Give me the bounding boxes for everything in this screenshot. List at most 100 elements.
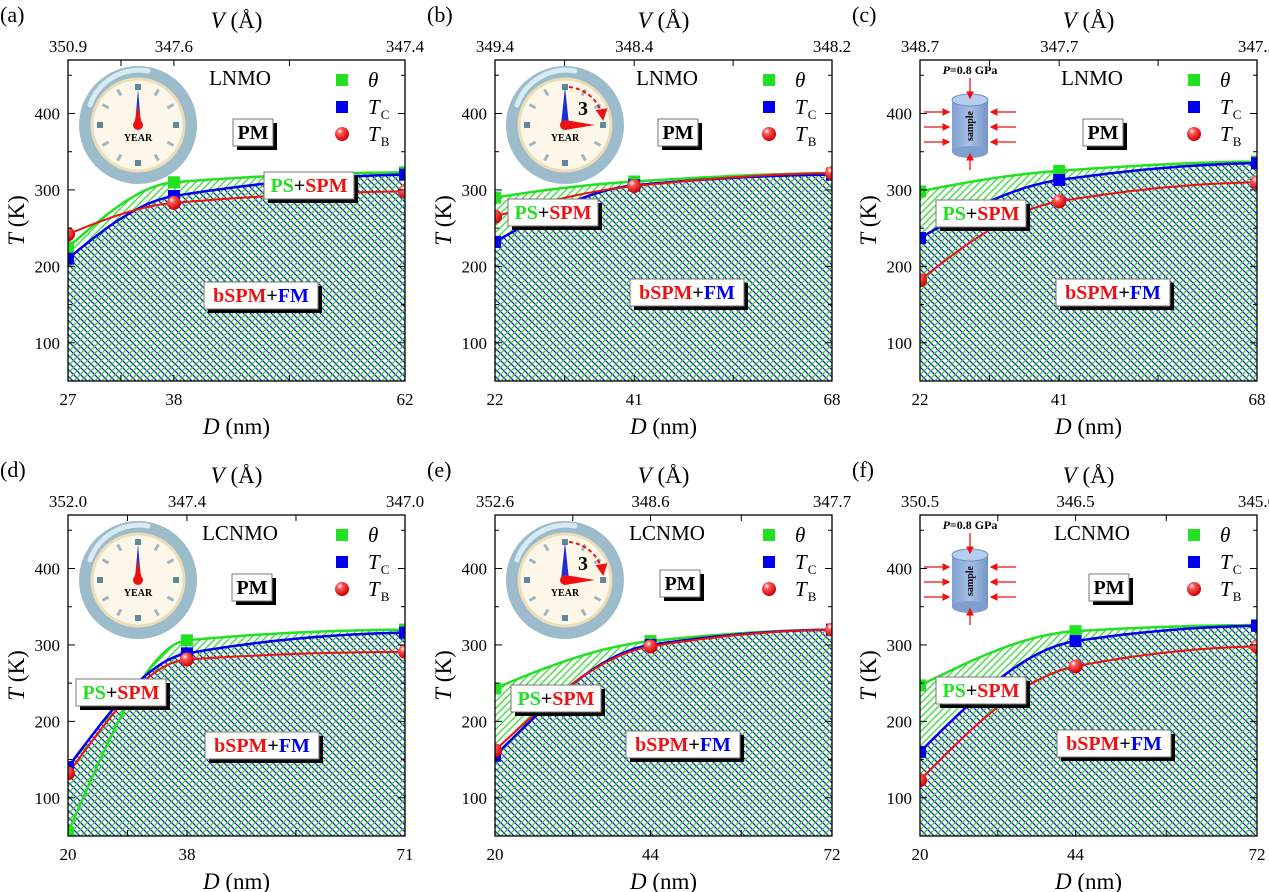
material-label: LCNMO	[202, 521, 278, 545]
y-tick-label: 100	[462, 789, 488, 808]
label-text: PS+SPM	[515, 202, 592, 224]
panel-d: 100 200 300 400 20 352.0 38 347.4 71 347.0 V (Å) D …	[0, 457, 424, 892]
clock-minute-mark	[101, 103, 110, 110]
clock-icon: YEAR 3	[506, 521, 624, 639]
left-axis-title: T (K)	[431, 650, 456, 700]
legend-label: θ	[795, 68, 805, 92]
clock-minute-mark	[101, 140, 110, 147]
clock-hour-mark	[135, 615, 141, 621]
legend-label: θ	[1220, 68, 1230, 92]
pm-region-label: PM	[231, 573, 276, 605]
top-tick-label: 348.7	[901, 37, 940, 56]
label-box	[1055, 278, 1171, 307]
label-text: PS+SPM	[943, 203, 1020, 225]
legend-main: T	[795, 122, 808, 146]
bottom-axis-title: D (nm)	[629, 414, 697, 439]
clock-minute-mark	[593, 595, 602, 602]
legend-label: TB	[795, 122, 817, 149]
left-axis-symbol: T	[856, 231, 881, 246]
top-tick-label: 350.9	[49, 37, 87, 56]
ps-spm-region-hatch	[920, 161, 1257, 239]
legend-main: θ	[1220, 523, 1230, 547]
tb-point	[166, 195, 181, 210]
y-tick-label: 300	[887, 636, 913, 655]
y-tick-label: 200	[462, 257, 488, 276]
top-axis-title: V (Å)	[211, 463, 263, 488]
clock-hour-mark	[600, 577, 606, 583]
legend-marker	[1188, 74, 1200, 86]
bottom-axis-title: D (nm)	[202, 414, 270, 439]
left-axis-unit: (K)	[431, 195, 456, 227]
tb-point	[920, 773, 927, 788]
label-part-ps: PS	[515, 202, 538, 224]
bottom-axis-unit: (nm)	[225, 414, 270, 439]
y-tick-label: 100	[887, 789, 913, 808]
legend-sub: C	[808, 562, 817, 577]
label-part-fm: FM	[704, 282, 735, 304]
label-part-fm: FM	[1130, 282, 1161, 304]
legend-sub: B	[808, 589, 817, 604]
ps-spm-region-label: PS+SPM	[935, 676, 1030, 708]
legend-main: T	[368, 122, 381, 146]
label-text: PS+SPM	[83, 682, 160, 704]
legend-sub: C	[381, 107, 390, 122]
label-part-plus: +	[266, 285, 277, 307]
x-tick-label: 72	[1249, 845, 1266, 864]
label-part-spm: SPM	[977, 203, 1019, 225]
label-box	[510, 684, 602, 713]
clock-glare	[514, 522, 578, 563]
top-tick-label: 346.5	[1056, 492, 1094, 511]
theta-curve	[920, 160, 1257, 193]
theta-point	[920, 185, 926, 198]
y-tick-label: 100	[462, 334, 488, 353]
clock-arrow	[568, 86, 608, 121]
y-tick-label: 300	[462, 636, 488, 655]
theta-point	[167, 176, 180, 189]
legend-main: T	[368, 95, 381, 119]
legend-main: T	[368, 577, 381, 601]
theta-point	[920, 679, 926, 692]
clock-minute-mark	[166, 103, 175, 110]
legend-main: T	[795, 550, 808, 574]
y-tick-label: 200	[35, 712, 61, 731]
label-text: bSPM+FM	[1066, 733, 1162, 755]
clock-hand-red	[134, 560, 142, 580]
panel-a: 100 200 300 400 27 350.9 38 347.6 62 347.4 V (Å) D …	[0, 2, 425, 439]
label-text: PM	[662, 122, 693, 144]
bottom-axis-symbol: D	[629, 414, 647, 439]
label-part-fm: FM	[279, 735, 310, 757]
label-part-plus: +	[541, 688, 552, 710]
panel-b: 100 200 300 400 22 349.4 41 348.4 68 348.2 V (Å) D …	[427, 2, 851, 439]
clock-hand-red	[134, 105, 142, 125]
tb-point	[1250, 639, 1257, 654]
ps-spm-region-hatch	[68, 172, 405, 259]
legend-marker	[335, 582, 349, 596]
pressure-sample-icon: P=0.8 GPa sample	[924, 518, 1016, 625]
label-part-bspm: bSPM	[1065, 282, 1118, 304]
clock-hour-mark	[135, 84, 141, 90]
pm-region-label: PM	[1082, 118, 1127, 150]
left-axis-symbol: T	[431, 231, 456, 246]
material-label: LNMO	[1061, 66, 1123, 90]
legend-marker	[1187, 127, 1201, 141]
ps-spm-region-label: PS+SPM	[935, 199, 1030, 231]
ps-spm-region-hatch	[920, 625, 1257, 752]
clock-icon: YEAR	[79, 521, 197, 639]
top-tick-label: 345.6	[1238, 492, 1269, 511]
label-part-fm: FM	[1131, 733, 1162, 755]
tc-point	[1069, 635, 1082, 648]
clock-minute-mark	[166, 558, 175, 565]
legend-label: θ	[795, 523, 805, 547]
legend-marker	[1188, 101, 1200, 113]
label-part-ps: PS	[518, 688, 541, 710]
clock-minute-mark	[101, 595, 110, 602]
clock-center	[133, 120, 143, 130]
clock-hour-mark	[135, 160, 141, 166]
legend-main: θ	[1220, 68, 1230, 92]
clock-minute-mark	[528, 558, 537, 565]
tb-point	[1250, 175, 1257, 190]
label-part-spm: SPM	[117, 682, 159, 704]
legend-sub: C	[1233, 107, 1242, 122]
tb-point	[398, 184, 405, 199]
top-axis-unit: (Å)	[1082, 8, 1114, 33]
